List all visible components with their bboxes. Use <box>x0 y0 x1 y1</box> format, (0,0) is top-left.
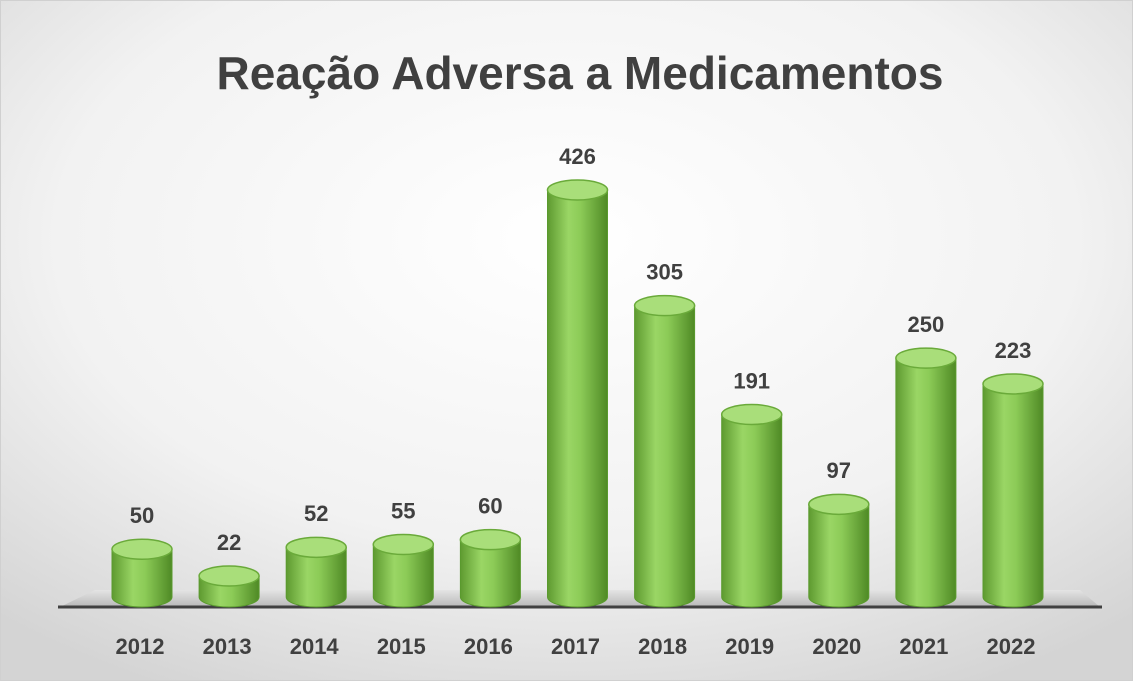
bar <box>982 383 1044 608</box>
x-tick-label: 2012 <box>116 634 165 659</box>
value-label: 426 <box>559 144 596 169</box>
bar <box>459 539 521 608</box>
x-tick-label: 2013 <box>203 634 252 659</box>
value-label: 55 <box>391 498 415 523</box>
bar <box>634 305 696 608</box>
bar <box>285 546 347 608</box>
x-tick-label: 2014 <box>290 634 340 659</box>
bar-top <box>720 403 783 426</box>
x-tick-label: 2021 <box>899 634 948 659</box>
x-tick-label: 2020 <box>812 634 861 659</box>
bar-top <box>459 528 522 551</box>
value-label: 223 <box>995 338 1032 363</box>
x-tick-label: 2022 <box>987 634 1036 659</box>
x-tick-label: 2019 <box>725 634 774 659</box>
value-label: 305 <box>646 259 683 284</box>
bar <box>895 357 957 608</box>
bar-top <box>198 565 260 587</box>
bar <box>721 414 783 608</box>
bar <box>547 189 608 608</box>
x-tick-label: 2017 <box>551 634 600 659</box>
bar-top <box>895 347 957 369</box>
chart-title: Reação Adversa a Medicamentos <box>217 47 944 99</box>
bar <box>111 548 173 608</box>
value-label: 60 <box>478 493 502 518</box>
bar-top <box>982 373 1044 395</box>
value-label: 50 <box>130 503 154 528</box>
bar-top <box>285 536 347 559</box>
bar-top <box>633 294 696 317</box>
bar-top <box>546 179 609 201</box>
bar-top <box>111 538 173 560</box>
bar <box>372 543 434 608</box>
value-label: 250 <box>908 312 945 337</box>
value-label: 52 <box>304 501 328 526</box>
bar-top <box>372 533 435 556</box>
value-label: 97 <box>827 458 851 483</box>
x-tick-label: 2016 <box>464 634 513 659</box>
bar-top <box>808 493 870 516</box>
x-tick-label: 2018 <box>638 634 687 659</box>
x-tick-label: 2015 <box>377 634 426 659</box>
bar <box>808 503 870 608</box>
value-label: 191 <box>733 368 770 393</box>
value-label: 22 <box>217 530 241 555</box>
